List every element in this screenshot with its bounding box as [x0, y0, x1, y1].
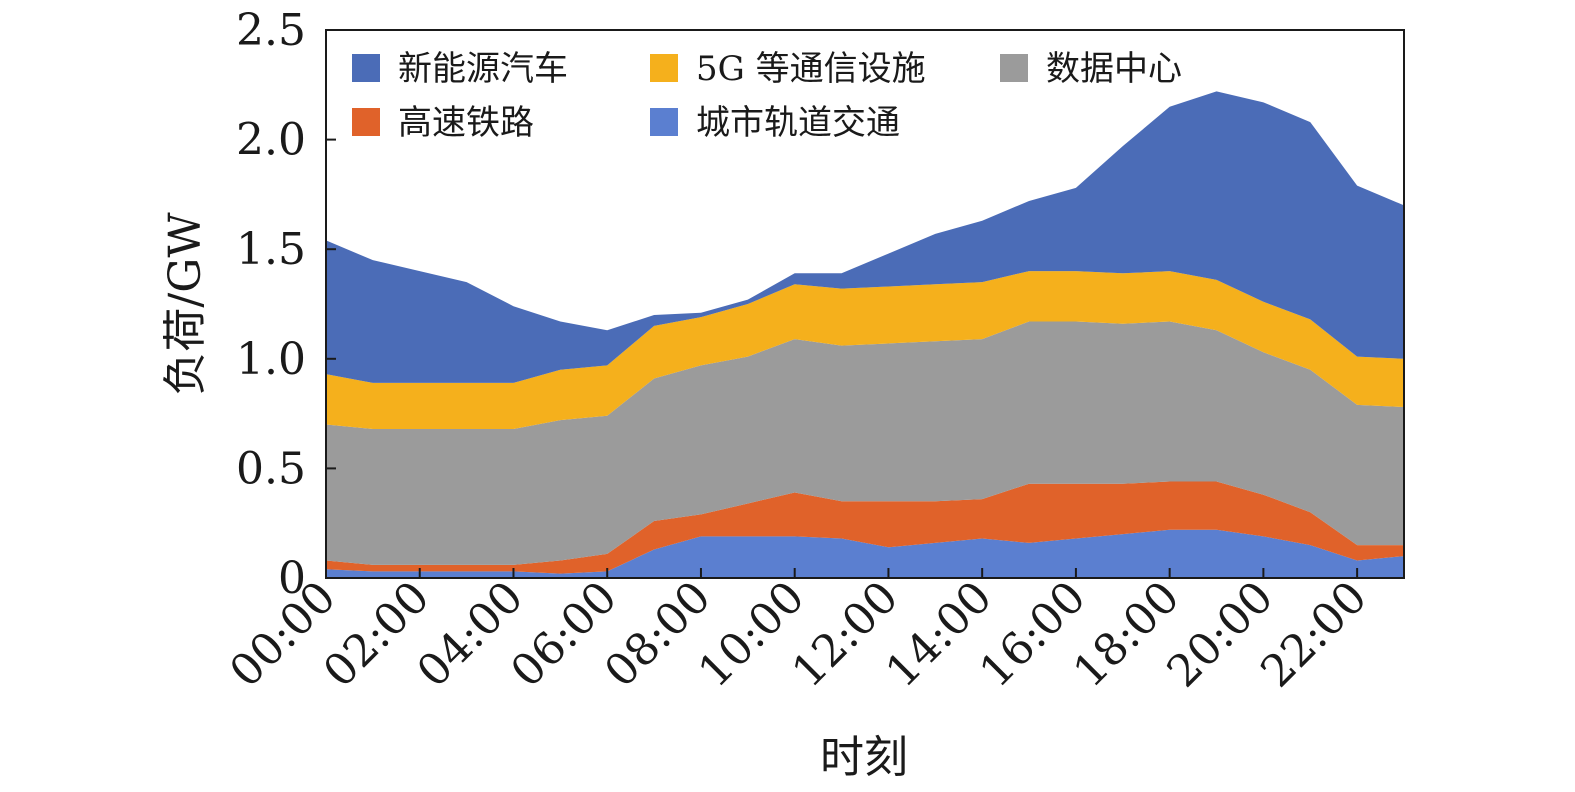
legend-swatch-数据中心 — [1000, 54, 1028, 82]
y-tick-label: 0.5 — [236, 443, 306, 494]
y-tick-label: 2.0 — [236, 115, 306, 166]
area-series-新能源汽车 — [326, 91, 1404, 383]
legend-swatch-城市轨道交通 — [650, 108, 678, 136]
area-series-5G-等通信设施 — [326, 271, 1404, 429]
y-tick-label: 0 — [278, 553, 306, 604]
x-tick-label: 16:00 — [970, 572, 1096, 698]
area-series-城市轨道交通 — [326, 529, 1404, 578]
x-tick-label: 22:00 — [1251, 572, 1377, 698]
legend-label-高速铁路: 高速铁路 — [398, 103, 534, 143]
x-tick-label: 10:00 — [689, 572, 815, 698]
y-tick-label: 1.5 — [236, 224, 306, 275]
area-layers — [326, 91, 1404, 578]
y-tick-label: 1.0 — [236, 334, 306, 385]
legend-swatch-高速铁路 — [352, 108, 380, 136]
legend-label-城市轨道交通: 城市轨道交通 — [696, 103, 900, 143]
legend-label-新能源汽车: 新能源汽车 — [398, 49, 568, 89]
area-series-高速铁路 — [326, 481, 1404, 574]
x-tick-label: 14:00 — [876, 572, 1002, 698]
x-tick-label: 08:00 — [595, 572, 721, 698]
legend-label-5G-等通信设施: 5G 等通信设施 — [696, 49, 926, 89]
x-tick-label: 02:00 — [314, 572, 440, 698]
y-tick-label: 2.5 — [236, 5, 306, 56]
y-axis-title: 负荷/GW — [160, 212, 211, 396]
x-tick-label: 18:00 — [1064, 572, 1190, 698]
x-tick-label: 06:00 — [501, 572, 627, 698]
plot-frame — [325, 29, 1405, 579]
area-series-数据中心 — [326, 321, 1404, 565]
legend-swatch-5G-等通信设施 — [650, 54, 678, 82]
x-axis-title: 时刻 — [820, 732, 908, 783]
x-tick-label: 20:00 — [1157, 572, 1283, 698]
x-tick-label: 12:00 — [782, 572, 908, 698]
x-tick-label: 04:00 — [408, 572, 534, 698]
legend-label-数据中心: 数据中心 — [1046, 49, 1182, 89]
legend-swatch-新能源汽车 — [352, 54, 380, 82]
